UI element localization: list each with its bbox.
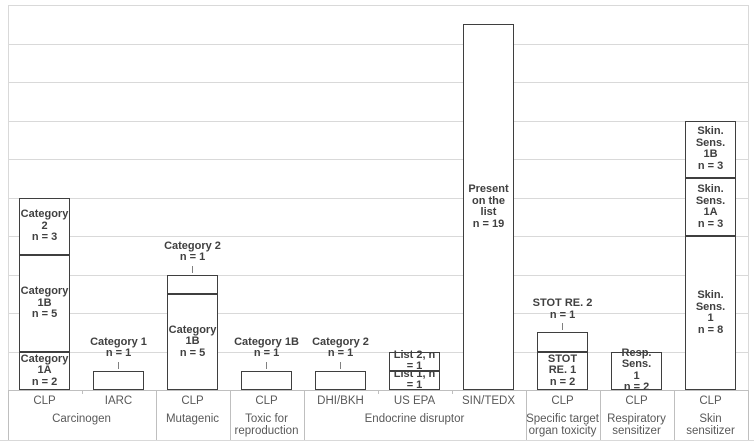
group-separator xyxy=(599,390,601,440)
axis-group-label: Specific target organ toxicity xyxy=(526,413,599,437)
x-axis-tick xyxy=(451,390,453,394)
bar-segment-stot-re-2 xyxy=(537,332,588,352)
gridline xyxy=(7,159,748,160)
axis-source-label: DHI/BKH xyxy=(317,395,364,407)
bar-segment-list-1: List 1, n = 1 xyxy=(389,368,440,391)
group-separator xyxy=(7,390,9,440)
axis-group-label: Endocrine disruptor xyxy=(364,413,465,425)
plot-border-left xyxy=(7,5,9,390)
axis-source-label: CLP xyxy=(33,395,56,407)
gridline xyxy=(7,5,748,6)
bar-segment-skin-sens-1a: Skin. Sens. 1A n = 3 xyxy=(685,178,736,236)
bar-segment-skin-sens-1: Skin. Sens. 1 n = 8 xyxy=(685,236,736,390)
label-leader-line xyxy=(340,361,341,369)
axis-source-label: US EPA xyxy=(393,395,436,407)
label-leader-line xyxy=(118,361,119,369)
axis-source-label: IARC xyxy=(104,395,133,407)
group-separator xyxy=(525,390,527,440)
group-separator xyxy=(747,390,749,440)
axis-group-label: Mutagenic xyxy=(165,413,220,425)
x-axis-tick xyxy=(81,390,83,394)
bar-segment-label-category-1b: Category 1B n = 1 xyxy=(234,335,299,360)
label-leader-line xyxy=(266,361,267,369)
axis-group-label: Respiratory sensitizer xyxy=(607,413,666,437)
gridline xyxy=(7,43,748,45)
gridline xyxy=(7,313,748,314)
gridline xyxy=(7,120,748,122)
group-separator xyxy=(303,390,305,440)
axis-source-label: CLP xyxy=(699,395,722,407)
group-separator xyxy=(673,390,675,440)
group-separator xyxy=(229,390,231,440)
axis-group-label: Carcinogen xyxy=(52,413,111,425)
axis-source-label: SIN/TEDX xyxy=(461,395,516,407)
axis-group-label: Toxic for reproduction xyxy=(234,413,299,437)
axis-source-label: CLP xyxy=(181,395,204,407)
axis-label-zone-bottom-line xyxy=(0,440,754,441)
gridline xyxy=(7,274,748,276)
bar-segment-category-1b: Category 1B n = 5 xyxy=(167,293,218,390)
label-leader-line xyxy=(192,265,193,273)
x-axis-tick xyxy=(377,390,379,394)
bar-segment-category-1a: Category 1A n = 2 xyxy=(19,351,70,390)
gridline xyxy=(7,197,748,199)
group-separator xyxy=(155,390,157,440)
gridline xyxy=(7,236,748,237)
bar-segment-category-2 xyxy=(315,370,366,390)
bar-segment-category-1b xyxy=(241,370,292,390)
bar-segment-skin-sens-1b: Skin. Sens. 1B n = 3 xyxy=(685,120,736,179)
bar-segment-category-2: Category 2 n = 3 xyxy=(19,197,70,256)
label-leader-line xyxy=(562,323,563,331)
axis-source-label: CLP xyxy=(625,395,648,407)
gridline xyxy=(7,82,748,83)
plot-border-right xyxy=(747,5,749,390)
bar-segment-category-2 xyxy=(167,274,218,294)
bar-segment-resp-sens-1: Resp. Sens. 1 n = 2 xyxy=(611,347,662,393)
axis-source-label: CLP xyxy=(551,395,574,407)
axis-group-label: Skin sensitizer xyxy=(686,413,735,437)
bar-segment-list-2: List 2, n = 1 xyxy=(389,349,440,372)
axis-source-label: CLP xyxy=(255,395,278,407)
bar-segment-category-1b: Category 1B n = 5 xyxy=(19,255,70,352)
bar-segment-present-on-the-list: Present on the list n = 19 xyxy=(463,24,514,390)
bar-segment-category-1 xyxy=(93,370,144,390)
gridline xyxy=(7,351,748,353)
